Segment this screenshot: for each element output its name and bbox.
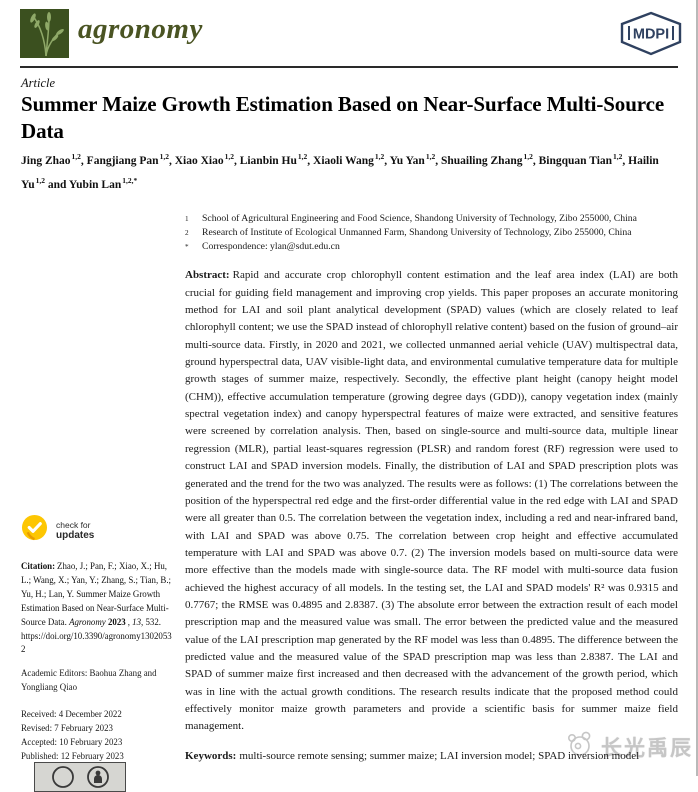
cc-icon: [51, 766, 74, 788]
article-type-label: Article: [21, 76, 56, 90]
author: Lianbin Hu1,2,: [239, 152, 314, 167]
author-list: Jing Zhao1,2, Fangjiang Pan1,2, Xiao Xia…: [21, 147, 685, 195]
author: Jing Zhao1,2,: [21, 152, 87, 167]
citation-label: Citation:: [21, 561, 56, 571]
check-circle-icon: [21, 514, 48, 546]
abstract-text: Rapid and accurate crop chlorophyll cont…: [185, 269, 678, 733]
citation-block: Citation: Zhao, J.; Pan, F.; Xiao, X.; Hu…: [21, 561, 172, 655]
article-history: Received: 4 December 2022 Revised: 7 Feb…: [21, 707, 174, 763]
author: Hailin Yu1,2 and: [21, 154, 659, 191]
received-date: Received: 4 December 2022: [21, 709, 122, 720]
check-for-updates-label: check for updates: [56, 519, 95, 541]
affiliation-2: 2 Research of Institute of Ecological Un…: [185, 226, 632, 238]
keywords-label: Keywords:: [185, 749, 237, 762]
page-edge: [696, 0, 698, 776]
mdpi-text: MDPI: [633, 27, 669, 43]
watermark-camera-icon: [565, 729, 595, 765]
author: Shuailing Zhang1,2,: [440, 152, 539, 167]
watermark: 长光禹辰: [565, 729, 693, 765]
journal-name: agronomy: [78, 13, 203, 45]
keywords: Keywords: multi-source remote sensing; su…: [185, 748, 678, 765]
check-for-updates-badge[interactable]: check for updates: [21, 514, 174, 546]
published-date: Published: 12 February 2023: [21, 751, 124, 762]
accepted-date: Accepted: 10 February 2023: [21, 737, 123, 748]
main-column: 1 School of Agricultural Engineering and…: [185, 212, 678, 765]
author: Xiaoli Wang1,2,: [313, 152, 390, 167]
revised-date: Revised: 7 February 2023: [21, 723, 113, 734]
abstract-label: Abstract:: [185, 269, 230, 282]
author: Yu Yan1,2,: [389, 152, 441, 167]
abstract: Abstract: Rapid and accurate crop chlorop…: [185, 267, 678, 735]
sidebar: check for updates Citation: Zhao, J.; Pan…: [21, 514, 174, 763]
watermark-text: 长光禹辰: [601, 736, 693, 760]
academic-editors: Academic Editors: Baohua Zhang and Yongl…: [21, 668, 157, 693]
agronomy-wheat-logo: [20, 9, 69, 58]
citation-journal: Agronomy: [69, 616, 108, 627]
author: Bingquan Tian1,2,: [538, 152, 629, 167]
affiliation-1: 1 School of Agricultural Engineering and…: [185, 213, 637, 224]
header-divider: [20, 66, 678, 68]
author: Fangjiang Pan1,2,: [86, 152, 175, 167]
author: Yubin Lan1,2,*: [68, 175, 138, 191]
cc-by-license-badge[interactable]: [34, 762, 126, 792]
author: Xiao Xiao1,2,: [174, 152, 240, 167]
correspondence-email[interactable]: Correspondence: ylan@sdut.edu.cn: [202, 240, 340, 252]
doi-link[interactable]: https://doi.org/10.3390/agronomy13020532: [21, 630, 172, 655]
page-title: Summer Maize Growth Estimation Based on …: [21, 92, 665, 143]
mdpi-logo[interactable]: MDPI: [617, 11, 685, 57]
keywords-text: multi-source remote sensing; summer maiz…: [239, 749, 640, 762]
correspondence: * Correspondence: ylan@sdut.edu.cn: [185, 240, 678, 254]
by-person-icon: [86, 766, 109, 788]
